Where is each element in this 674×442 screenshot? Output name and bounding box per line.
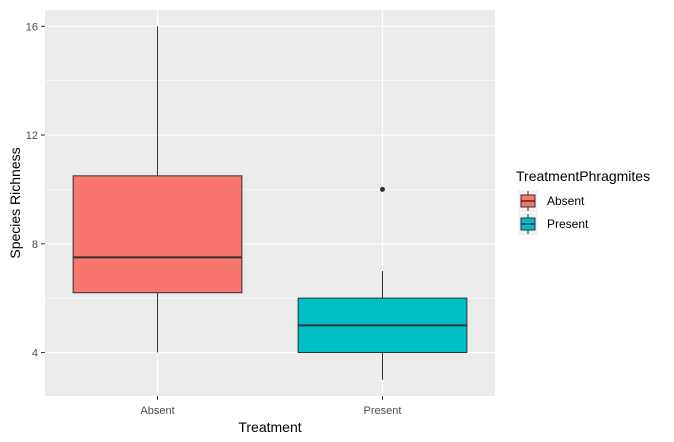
y-axis-title: Species Richness bbox=[7, 147, 23, 258]
box-absent bbox=[72, 26, 243, 353]
x-tick-label: Present bbox=[364, 405, 402, 417]
box-present bbox=[297, 186, 468, 380]
x-axis-title: Treatment bbox=[238, 419, 301, 435]
x-axis: Absent Present bbox=[140, 396, 401, 417]
y-tick-label: 8 bbox=[32, 239, 38, 251]
y-tick-label: 12 bbox=[26, 130, 38, 142]
box-iqr bbox=[72, 175, 243, 294]
legend: TreatmentPhragmites Absent Present bbox=[516, 168, 650, 235]
legend-items: Absent Present bbox=[518, 190, 589, 235]
legend-key-absent bbox=[518, 190, 538, 212]
legend-key-present bbox=[518, 213, 538, 235]
y-tick-label: 4 bbox=[32, 348, 38, 360]
outlier-point bbox=[380, 186, 385, 192]
y-tick-label: 16 bbox=[26, 21, 38, 33]
box-series bbox=[72, 26, 468, 380]
y-axis: 4 8 12 16 bbox=[26, 21, 45, 360]
legend-label: Present bbox=[547, 217, 589, 231]
x-tick-label: Absent bbox=[140, 405, 174, 417]
legend-title: TreatmentPhragmites bbox=[516, 168, 650, 184]
legend-label: Absent bbox=[547, 194, 585, 208]
